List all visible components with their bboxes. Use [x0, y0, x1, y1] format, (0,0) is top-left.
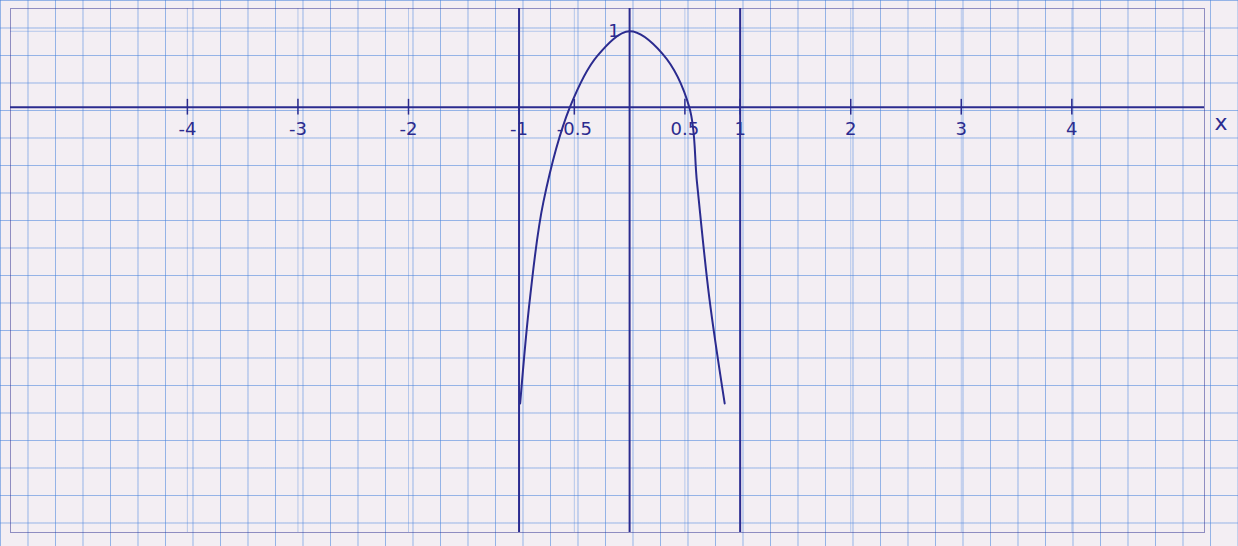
svg-text:-2: -2: [400, 118, 418, 139]
svg-text:-4: -4: [178, 118, 196, 139]
svg-text:-0.5: -0.5: [556, 118, 592, 139]
svg-text:4: 4: [1066, 118, 1077, 139]
svg-text:1: 1: [608, 20, 620, 41]
svg-text:0.5: 0.5: [671, 118, 700, 139]
svg-text:x: x: [1215, 110, 1228, 135]
svg-text:-3: -3: [289, 118, 307, 139]
svg-text:3: 3: [956, 118, 967, 139]
svg-text:2: 2: [845, 118, 856, 139]
svg-text:-1: -1: [510, 118, 528, 139]
svg-text:1: 1: [734, 118, 745, 139]
